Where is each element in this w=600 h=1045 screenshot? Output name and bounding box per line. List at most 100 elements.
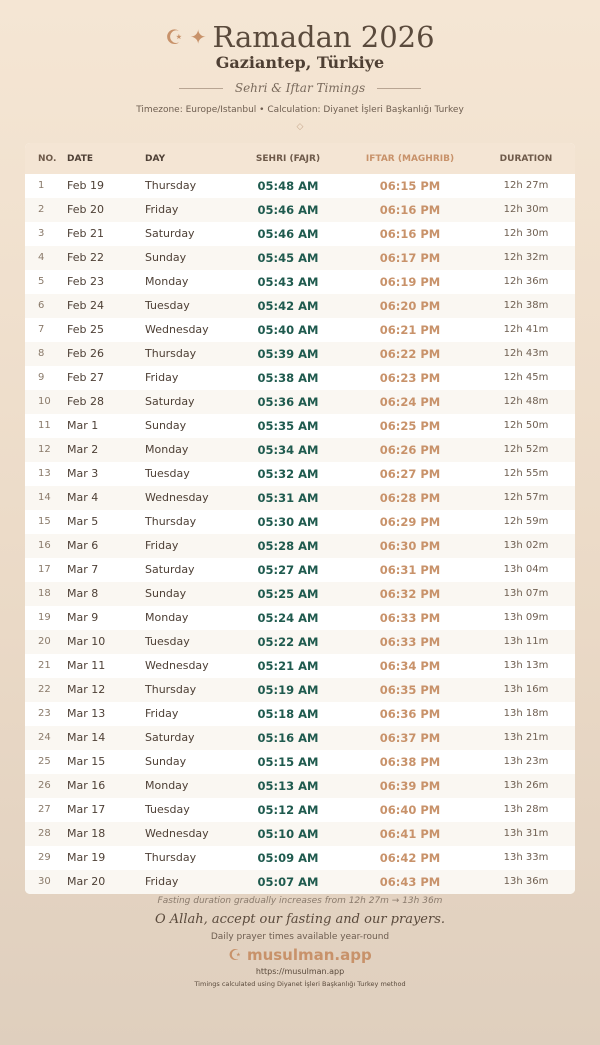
sehri-time: 05:48 AM	[257, 179, 319, 193]
divider	[377, 88, 422, 89]
table-row: 29 Mar 19 Thursday 05:09 AM 06:42 PM 13h 33m	[25, 846, 575, 870]
date: Mar 4	[67, 491, 99, 504]
day-number: 29	[38, 852, 51, 863]
table-row: 5 Feb 23 Monday 05:43 AM 06:19 PM 12h 36m	[25, 270, 575, 294]
weekday: Monday	[145, 443, 189, 456]
sehri-time: 05:39 AM	[257, 347, 319, 361]
dua: O Allah, accept our fasting and our pray…	[154, 912, 446, 927]
sehri-time: 05:36 AM	[257, 395, 319, 409]
table-row: 28 Mar 18 Wednesday 05:10 AM 06:41 PM 13h 31m	[25, 822, 575, 846]
weekday: Tuesday	[145, 467, 190, 480]
day-number: 19	[38, 612, 51, 623]
weekday: Thursday	[145, 515, 197, 528]
weekday: Saturday	[145, 731, 195, 744]
duration: 13h 23m	[503, 756, 549, 767]
title-text: Ramadan 2026	[212, 20, 435, 54]
timings-table: NO. DATE DAY SEHRI (FAJR) IFTAR (MAGHRIB…	[25, 143, 575, 894]
sehri-time: 05:09 AM	[257, 851, 319, 865]
weekday: Thursday	[145, 851, 197, 864]
date: Mar 12	[67, 683, 106, 696]
table-row: 19 Mar 9 Monday 05:24 AM 06:33 PM 13h 09m	[25, 606, 575, 630]
iftar-time: 06:23 PM	[379, 371, 441, 385]
table-row: 12 Mar 2 Monday 05:34 AM 06:26 PM 12h 52m	[25, 438, 575, 462]
brand-text[interactable]: musulman.app	[246, 946, 372, 964]
weekday: Wednesday	[145, 323, 209, 336]
table-row: 21 Mar 11 Wednesday 05:21 AM 06:34 PM 13h 13m	[25, 654, 575, 678]
duration: 13h 31m	[503, 828, 549, 839]
date: Feb 22	[67, 251, 104, 264]
sehri-time: 05:12 AM	[257, 803, 319, 817]
day-number: 5	[38, 276, 45, 287]
table-row: 8 Feb 26 Thursday 05:39 AM 06:22 PM 12h 43m	[25, 342, 575, 366]
col-date: DATE	[67, 153, 94, 164]
table-row: 16 Mar 6 Friday 05:28 AM 06:30 PM 13h 02m	[25, 534, 575, 558]
date: Mar 9	[67, 611, 99, 624]
date: Mar 13	[67, 707, 106, 720]
duration: 12h 50m	[503, 420, 549, 431]
weekday: Monday	[145, 275, 189, 288]
weekday: Saturday	[145, 227, 195, 240]
weekday: Saturday	[145, 563, 195, 576]
brand[interactable]: ☪ musulman.app	[0, 946, 600, 964]
iftar-time: 06:27 PM	[379, 467, 441, 481]
iftar-time: 06:33 PM	[379, 635, 441, 649]
day-number: 14	[38, 492, 51, 503]
table-row: 3 Feb 21 Saturday 05:46 AM 06:16 PM 12h 30m	[25, 222, 575, 246]
date: Mar 8	[67, 587, 99, 600]
iftar-time: 06:29 PM	[379, 515, 441, 529]
date: Mar 2	[67, 443, 99, 456]
sehri-time: 05:07 AM	[257, 875, 319, 889]
iftar-time: 06:24 PM	[379, 395, 441, 409]
date: Feb 20	[67, 203, 104, 216]
day-number: 1	[38, 180, 45, 191]
weekday: Wednesday	[145, 827, 209, 840]
day-number: 9	[38, 372, 45, 383]
iftar-time: 06:16 PM	[379, 227, 441, 241]
table-row: 10 Feb 28 Saturday 05:36 AM 06:24 PM 12h 48m	[25, 390, 575, 414]
day-number: 11	[38, 420, 51, 431]
duration: 12h 30m	[503, 228, 549, 239]
day-number: 24	[38, 732, 51, 743]
sehri-time: 05:24 AM	[257, 611, 319, 625]
duration: 12h 55m	[503, 468, 549, 479]
iftar-time: 06:38 PM	[379, 755, 441, 769]
duration: 13h 18m	[503, 708, 549, 719]
duration: 12h 48m	[503, 396, 549, 407]
date: Mar 6	[67, 539, 99, 552]
weekday: Tuesday	[145, 803, 190, 816]
table-row: 6 Feb 24 Tuesday 05:42 AM 06:20 PM 12h 38m	[25, 294, 575, 318]
day-number: 30	[38, 876, 51, 887]
date: Feb 19	[67, 179, 104, 192]
day-number: 3	[38, 228, 45, 239]
iftar-time: 06:22 PM	[379, 347, 441, 361]
date: Feb 27	[67, 371, 104, 384]
iftar-time: 06:28 PM	[379, 491, 441, 505]
duration: 12h 38m	[503, 300, 549, 311]
iftar-time: 06:15 PM	[379, 179, 441, 193]
url-link[interactable]: https://musulman.app	[255, 967, 345, 976]
col-duration: DURATION	[499, 153, 553, 164]
date: Mar 20	[67, 875, 106, 888]
date: Feb 24	[67, 299, 104, 312]
weekday: Friday	[145, 707, 179, 720]
sehri-time: 05:18 AM	[257, 707, 319, 721]
duration: 13h 36m	[503, 876, 549, 887]
sehri-time: 05:10 AM	[257, 827, 319, 841]
iftar-time: 06:33 PM	[379, 611, 441, 625]
day-number: 18	[38, 588, 51, 599]
day-number: 13	[38, 468, 51, 479]
crescent-star-icon: ☪ ✦	[165, 25, 207, 49]
iftar-time: 06:19 PM	[379, 275, 441, 289]
table-row: 13 Mar 3 Tuesday 05:32 AM 06:27 PM 12h 55m	[25, 462, 575, 486]
day-number: 25	[38, 756, 51, 767]
date: Mar 1	[67, 419, 99, 432]
table-row: 11 Mar 1 Sunday 05:35 AM 06:25 PM 12h 50m	[25, 414, 575, 438]
weekday: Tuesday	[145, 299, 190, 312]
sehri-time: 05:30 AM	[257, 515, 319, 529]
diamond-icon: ◇	[296, 122, 304, 132]
sehri-time: 05:21 AM	[257, 659, 319, 673]
duration: 13h 28m	[503, 804, 549, 815]
sehri-time: 05:16 AM	[257, 731, 319, 745]
weekday: Friday	[145, 203, 179, 216]
page-title: ☪ ✦ Ramadan 2026	[0, 22, 600, 52]
